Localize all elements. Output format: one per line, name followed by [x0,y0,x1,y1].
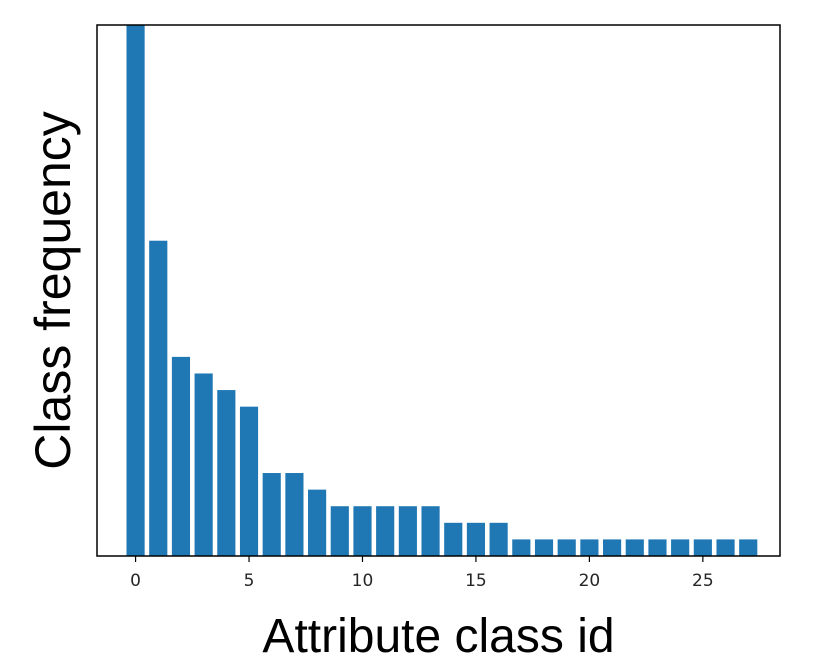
x-tick-label: 25 [692,571,714,591]
bar-11 [376,506,395,556]
x-tick-label: 0 [130,571,141,591]
x-ticks-group: 0 5 10 15 20 25 [130,556,714,591]
bar-23 [648,539,667,556]
bar-1 [149,240,168,556]
bar-20 [580,539,599,556]
bar-7 [285,473,304,556]
bar-18 [534,539,554,556]
plot-frame [96,24,781,557]
bar-3 [194,373,213,556]
bar-12 [398,506,417,556]
y-axis-label: Class frequency [25,111,81,470]
x-tick-label: 20 [579,571,601,591]
bar-19 [557,539,576,556]
bar-6 [262,473,281,556]
bar-4 [217,390,236,556]
bar-26 [716,539,735,556]
x-tick-label: 15 [465,571,487,591]
bar-27 [739,539,758,556]
bar-25 [693,539,712,556]
bar-2 [171,356,191,557]
bar-21 [603,539,622,556]
bar-10 [353,506,372,556]
x-tick-label: 5 [244,571,255,591]
bar-9 [330,506,349,556]
bar-16 [489,522,508,556]
bar-14 [444,522,463,556]
bar-5 [239,406,259,556]
bar-17 [512,539,531,556]
bar-0 [126,25,145,556]
bar-8 [308,489,327,557]
x-axis-label: Attribute class id [262,610,614,657]
bars-group [126,25,758,557]
bar-24 [671,539,690,556]
bar-13 [421,506,440,556]
bar-22 [625,539,644,556]
bar-15 [466,522,486,556]
x-tick-label: 10 [352,571,374,591]
